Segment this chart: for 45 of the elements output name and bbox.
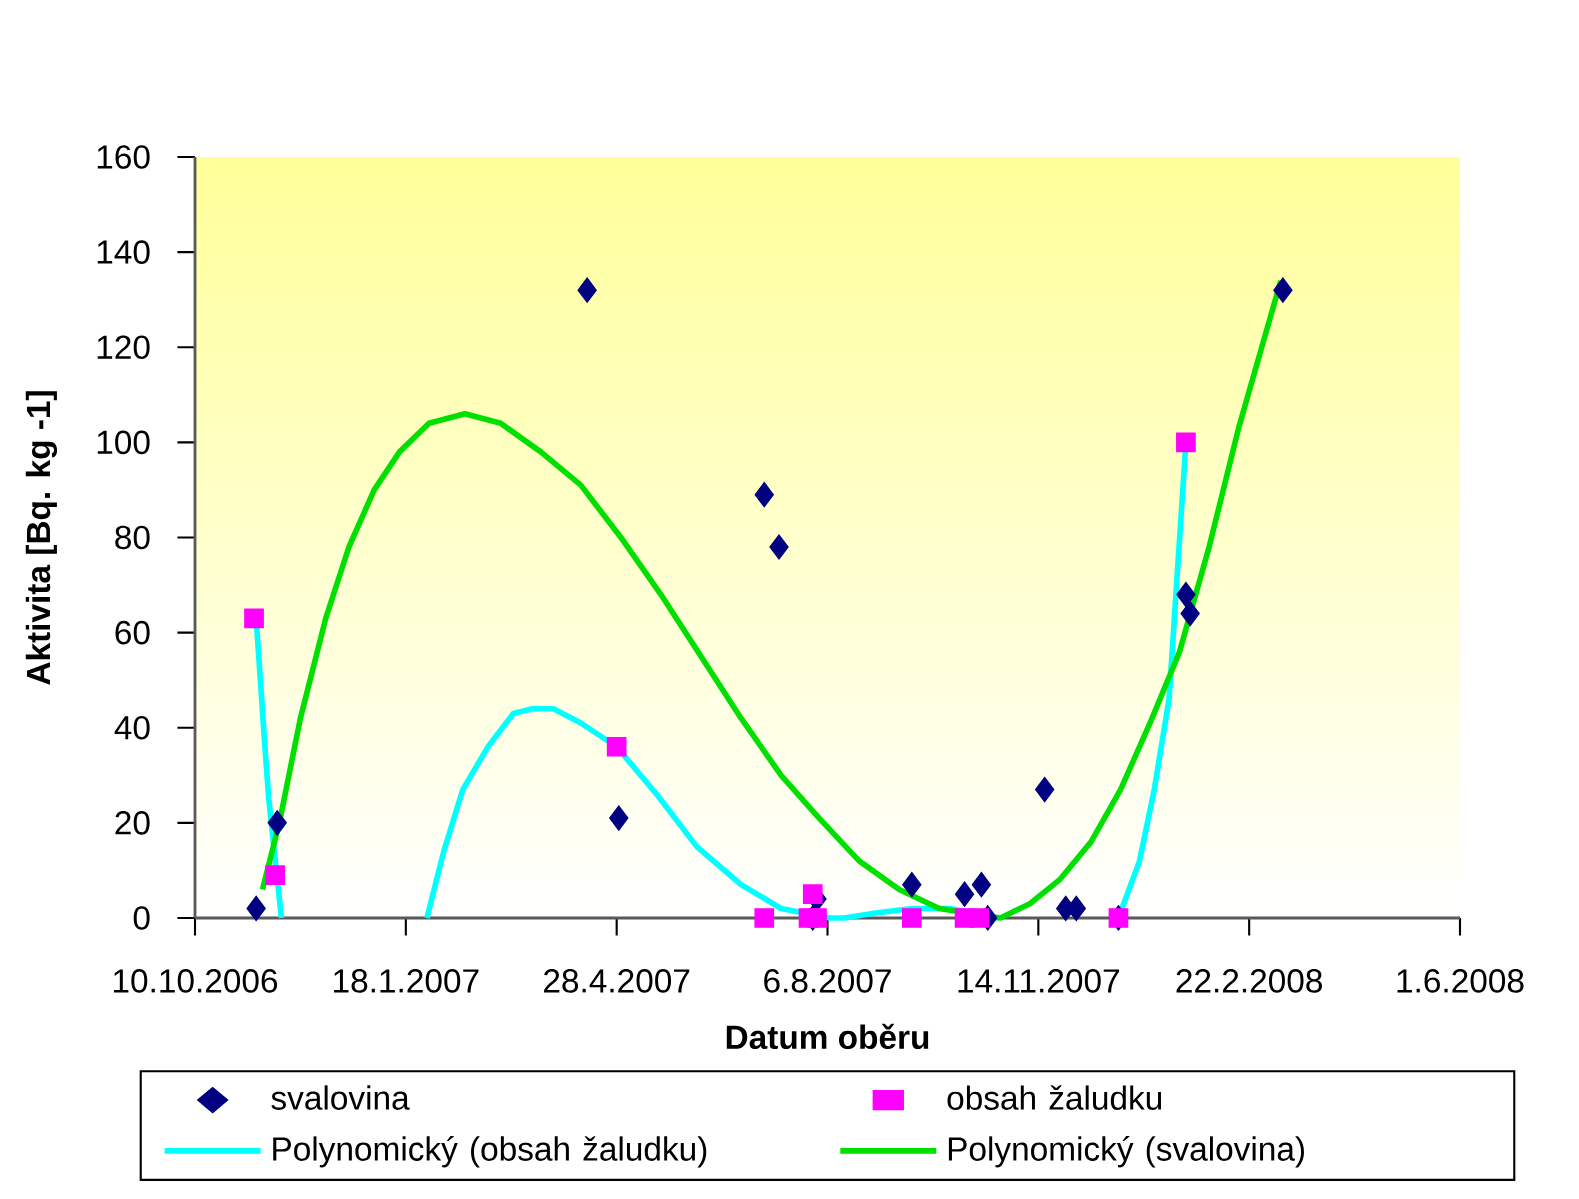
point	[1180, 600, 1200, 627]
x-tick-label: 1.6.2008	[1397, 969, 1524, 993]
point	[971, 872, 992, 898]
point	[267, 810, 287, 836]
x-axis-title: Datum oběru	[726, 1023, 929, 1050]
point	[902, 872, 922, 898]
point	[246, 895, 266, 922]
legend-label: svalovina	[271, 1085, 410, 1110]
y-tick-label: 160	[97, 145, 150, 169]
point	[802, 884, 823, 905]
point	[577, 277, 597, 303]
legend-label: obsah žaludku	[947, 1085, 1162, 1110]
legend-label: Polynomický (svalovina)	[948, 1135, 1304, 1168]
y-tick-label: 60	[115, 620, 150, 645]
y-tick-label: 100	[97, 430, 150, 455]
x-tick-label: 10.10.2006	[113, 969, 278, 993]
point	[1034, 776, 1055, 803]
legend-label: Polynomický (obsah žaludku)	[273, 1135, 707, 1168]
y-tick-label: 140	[97, 240, 150, 264]
y-tick-label: 0	[133, 906, 150, 930]
x-tick-label: 22.2.2008	[1176, 969, 1322, 993]
point	[901, 908, 922, 928]
point	[1108, 908, 1129, 928]
point	[606, 736, 627, 757]
x-tick-label: 14.11.2007	[958, 969, 1119, 993]
point	[244, 608, 264, 629]
point	[754, 908, 775, 928]
y-tick-label: 80	[115, 525, 150, 550]
y-axis-title: Aktivita [Bq. kg -1]	[25, 391, 58, 685]
y-tick-label: 40	[114, 715, 150, 740]
y-tick-label: 120	[97, 335, 150, 360]
point	[1176, 432, 1196, 453]
x-tick-label: 28.4.2007	[544, 969, 690, 993]
point	[1273, 277, 1293, 303]
point	[807, 908, 827, 928]
point	[954, 881, 975, 907]
point	[969, 908, 990, 928]
x-tick-label: 18.1.2007	[334, 969, 479, 993]
point	[265, 865, 285, 886]
point	[1176, 581, 1196, 608]
point	[754, 482, 774, 508]
point	[609, 805, 629, 831]
y-tick-label: 20	[115, 811, 150, 835]
point	[769, 534, 789, 560]
x-tick-label: 6.8.2007	[764, 969, 891, 993]
